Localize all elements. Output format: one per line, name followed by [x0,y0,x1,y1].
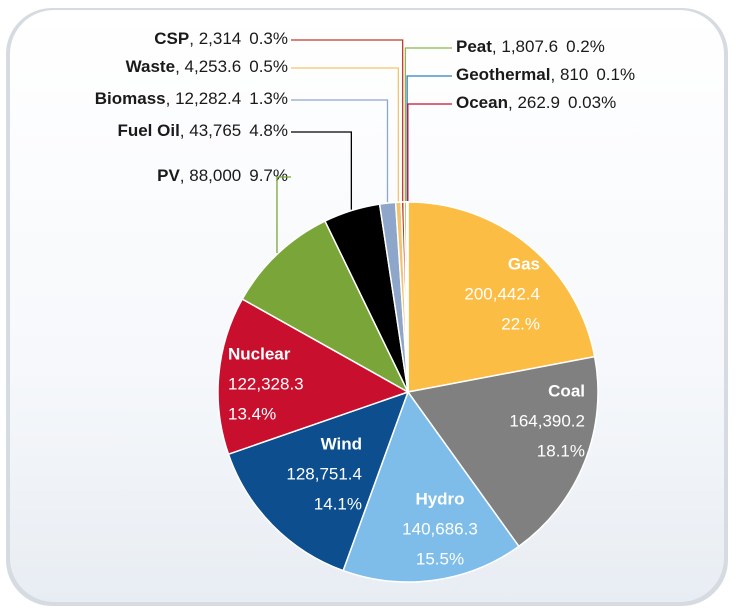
slice-value: 122,328.3 [228,374,304,393]
slice-value: 88,000 [189,166,241,185]
slice-value: 200,442.4 [464,284,540,303]
slice-value: 43,765 [189,121,241,140]
slice-percent: 15.5% [416,549,464,568]
pie-slice [241,220,410,394]
slice-value: 4,253.6 [185,57,242,76]
slice-label: Ocean, 262.9 0.03% [456,93,616,112]
pie-slice [217,298,410,456]
leader-line [406,75,452,202]
slice-name: Fuel Oil [117,121,179,140]
slice-label: CSP, 2,314 0.3% [154,29,288,48]
slice-label: Peat, 1,807.6 0.2% [456,37,605,56]
slice-percent: 14.1% [314,494,362,513]
slice-label: Biomass, 12,282.4 1.3% [95,89,288,108]
pie-slice [342,390,520,583]
slice-label: PV, 88,000 9.7% [157,166,288,185]
slice-name: CSP [154,29,189,48]
slice-value: 128,751.4 [286,464,362,483]
pie-slice [227,390,410,572]
leader-line [276,176,291,254]
slice-label: Waste, 4,253.6 0.5% [126,57,288,76]
slice-value: 12,282.4 [175,89,241,108]
slice-percent: 9.7% [249,166,288,185]
slice-percent: 22.% [501,314,540,333]
slice-percent: 0.3% [249,29,288,48]
pie-slice [406,355,599,548]
slice-percent: 4.8% [249,121,288,140]
leader-line [407,103,452,202]
slice-label: Geothermal, 810 0.1% [456,65,635,84]
slice-percent: 0.2% [566,37,605,56]
slice-name: Peat [456,37,492,56]
slice-percent: 1.3% [249,89,288,108]
slice-name: Ocean [456,93,508,112]
slice-name: Biomass [95,89,166,108]
slice-value: 1,807.6 [501,37,558,56]
leader-line [291,39,404,202]
slice-name: Hydro [415,489,464,508]
slice-percent: 0.03% [568,93,616,112]
slice-name: Wind [321,434,362,453]
leader-line [291,67,399,202]
slice-value: 262.9 [517,93,560,112]
slice-label: Fuel Oil, 43,765 4.8% [117,121,288,140]
slice-percent: 13.4% [228,404,276,423]
slice-value: 2,314 [199,29,242,48]
slice-name: PV [157,166,180,185]
leader-line [291,131,353,210]
slice-name: Coal [548,381,585,400]
slice-percent: 18.1% [537,441,585,460]
slice-value: 140,686.3 [402,519,478,538]
slice-name: Gas [508,254,540,273]
slice-name: Geothermal [456,65,550,84]
slice-value: 164,390.2 [509,411,585,430]
leader-line [404,47,452,202]
slice-name: Waste [126,57,175,76]
slice-value: 810 [560,65,588,84]
slice-name: Nuclear [228,344,291,363]
slice-percent: 0.5% [249,57,288,76]
leader-line [291,99,389,203]
slice-percent: 0.1% [596,65,635,84]
pie-slice [407,201,596,393]
